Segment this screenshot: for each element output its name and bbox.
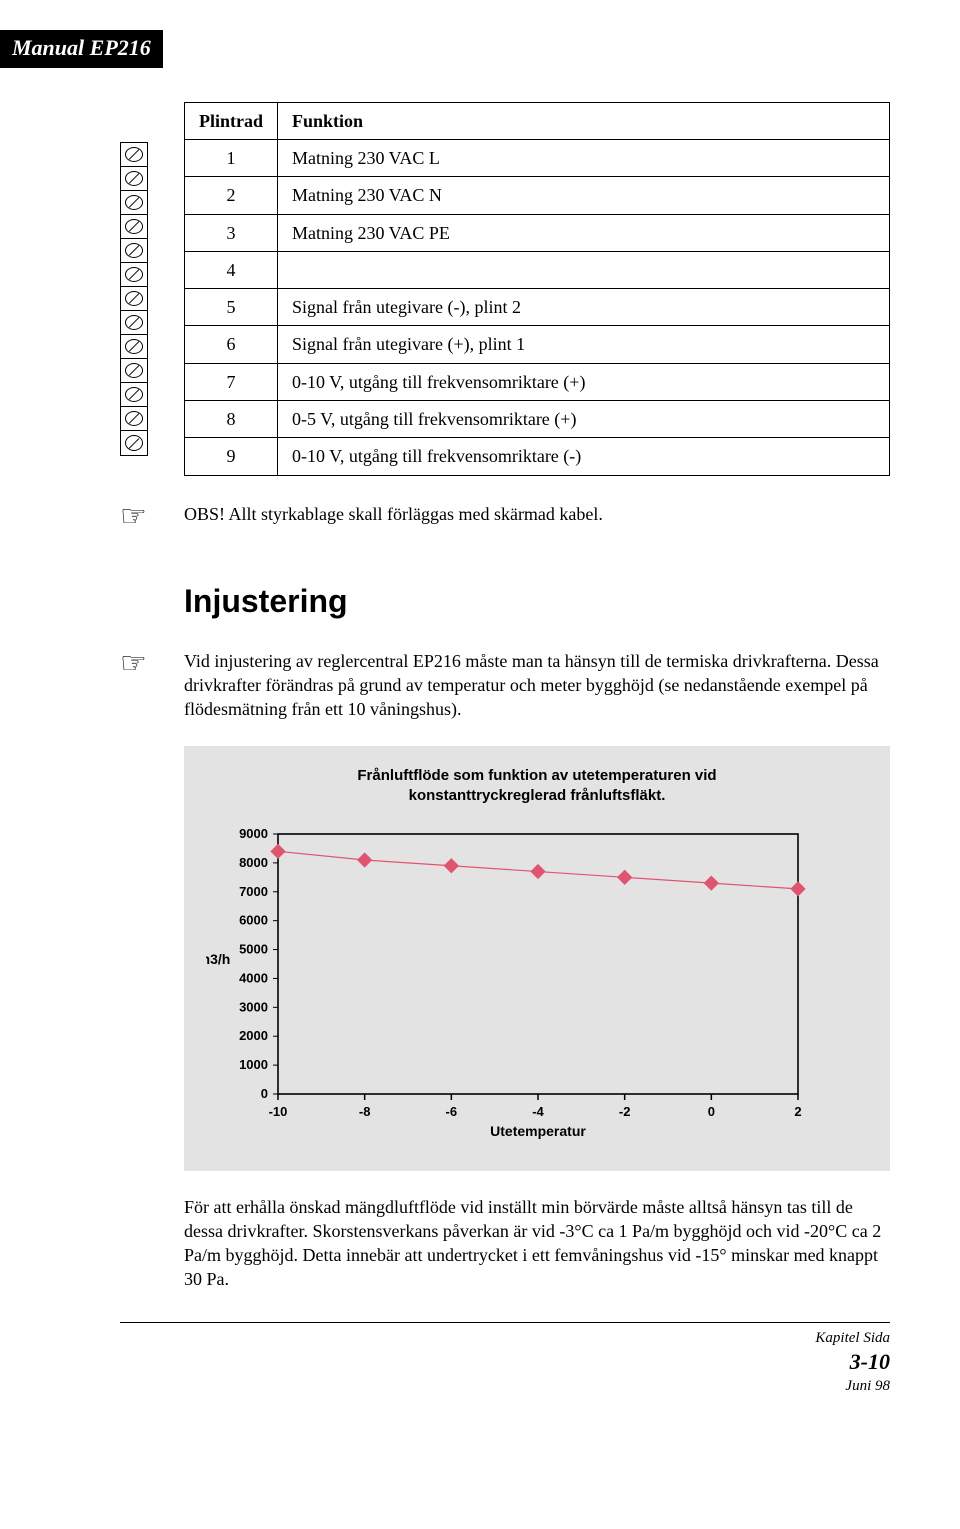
table-cell-plintrad: 5 [185,289,278,326]
table-cell-funktion: Matning 230 VAC L [278,139,890,176]
svg-text:-4: -4 [532,1104,544,1119]
table-header-funktion: Funktion [278,102,890,139]
terminal-strip [120,142,148,456]
svg-text:2: 2 [794,1104,801,1119]
svg-text:6000: 6000 [239,913,268,928]
table-cell-plintrad: 4 [185,251,278,288]
closing-paragraph: För att erhålla önskad mängdluftflöde vi… [184,1195,890,1292]
table-row: 1Matning 230 VAC L [185,139,890,176]
chart-title: Frånluftflöde som funktion av utetempera… [206,766,868,807]
terminal-screw [121,167,147,191]
table-cell-funktion: 0-5 V, utgång till frekvensomriktare (+) [278,401,890,438]
terminal-screw [121,383,147,407]
svg-text:Utetemperatur: Utetemperatur [490,1123,586,1139]
svg-text:-6: -6 [446,1104,458,1119]
table-header-plintrad: Plintrad [185,102,278,139]
terminal-screw [121,263,147,287]
terminal-screw [121,431,147,455]
terminal-screw [121,287,147,311]
table-row: 3Matning 230 VAC PE [185,214,890,251]
table-cell-plintrad: 7 [185,363,278,400]
table-cell-funktion: Signal från utegivare (+), plint 1 [278,326,890,363]
terminal-screw [121,335,147,359]
svg-text:0: 0 [708,1104,715,1119]
terminal-screw [121,191,147,215]
table-cell-funktion: 0-10 V, utgång till frekvensomriktare (+… [278,363,890,400]
svg-text:-2: -2 [619,1104,631,1119]
page-footer: Kapitel Sida 3-10 Juni 98 [120,1322,890,1397]
function-table: Plintrad Funktion 1Matning 230 VAC L2Mat… [184,102,890,476]
svg-text:9000: 9000 [239,826,268,841]
injustering-text: Vid injustering av reglercentral EP216 m… [184,649,890,722]
table-cell-plintrad: 8 [185,401,278,438]
table-row: 5Signal från utegivare (-), plint 2 [185,289,890,326]
table-cell-funktion: 0-10 V, utgång till frekvensomriktare (-… [278,438,890,475]
table-cell-plintrad: 6 [185,326,278,363]
svg-text:-10: -10 [269,1104,288,1119]
table-cell-plintrad: 1 [185,139,278,176]
section-heading-injustering: Injustering [184,580,890,623]
table-cell-plintrad: 2 [185,177,278,214]
chart-panel: Frånluftflöde som funktion av utetempera… [184,746,890,1171]
table-row: 80-5 V, utgång till frekvensomriktare (+… [185,401,890,438]
svg-text:8000: 8000 [239,855,268,870]
table-row: 90-10 V, utgång till frekvensomriktare (… [185,438,890,475]
table-cell-plintrad: 3 [185,214,278,251]
svg-text:7000: 7000 [239,884,268,899]
terminal-screw [121,239,147,263]
obs-note-text: OBS! Allt styrkablage skall förläggas me… [184,502,890,526]
svg-text:1000: 1000 [239,1057,268,1072]
table-cell-funktion: Matning 230 VAC PE [278,214,890,251]
svg-text:2000: 2000 [239,1028,268,1043]
injustering-note-row: ☞ Vid injustering av reglercentral EP216… [120,649,890,722]
terminal-screw [121,311,147,335]
svg-text:5000: 5000 [239,942,268,957]
terminal-screw [121,407,147,431]
svg-text:m3/h: m3/h [206,951,230,967]
terminal-screw [121,215,147,239]
svg-text:3000: 3000 [239,1000,268,1015]
obs-note-row: ☞ OBS! Allt styrkablage skall förläggas … [120,502,890,532]
terminal-screw [121,143,147,167]
terminal-strip-column [120,102,160,456]
table-cell-funktion: Signal från utegivare (-), plint 2 [278,289,890,326]
table-cell-funktion: Matning 230 VAC N [278,177,890,214]
pointing-hand-icon: ☞ [120,502,160,532]
table-row: 6Signal från utegivare (+), plint 1 [185,326,890,363]
pointing-hand-icon: ☞ [120,649,160,679]
svg-text:0: 0 [261,1086,268,1101]
table-row: 4 [185,251,890,288]
page-header-bar: Manual EP216 [0,30,163,68]
footer-date: Juni 98 [120,1377,890,1397]
table-row: 2Matning 230 VAC N [185,177,890,214]
footer-label: Kapitel Sida [120,1329,890,1349]
terminal-table-row: Plintrad Funktion 1Matning 230 VAC L2Mat… [120,102,890,476]
flow-chart-svg: 0 1000 2000 3000 4000 5000 6000 7000 8000 9000 m3/… [206,824,818,1142]
terminal-screw [121,359,147,383]
table-row: 70-10 V, utgång till frekvensomriktare (… [185,363,890,400]
footer-page: 3-10 [120,1348,890,1377]
table-cell-funktion [278,251,890,288]
chart-svg-container: 0 1000 2000 3000 4000 5000 6000 7000 8000 9000 m3/… [206,824,868,1148]
table-cell-plintrad: 9 [185,438,278,475]
svg-text:-8: -8 [359,1104,371,1119]
svg-text:4000: 4000 [239,971,268,986]
